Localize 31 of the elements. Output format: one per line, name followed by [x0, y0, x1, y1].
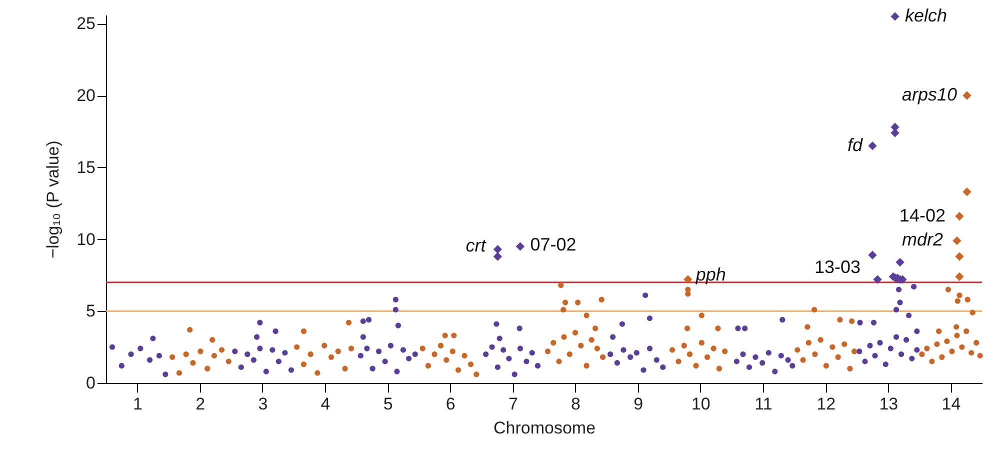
x-tick-label: 13	[879, 394, 898, 414]
annotation: arps10	[902, 84, 957, 104]
x-tick-label: 12	[816, 394, 836, 414]
x-tick-label: 14	[942, 394, 961, 414]
x-tick-label: 4	[320, 394, 330, 414]
x-tick-label: 5	[383, 394, 393, 414]
x-tick-label: 11	[754, 394, 772, 414]
y-tick-label: 20	[76, 86, 96, 105]
y-tick-label: 0	[86, 374, 96, 392]
annotation: crt	[466, 235, 487, 256]
y-tick-label: 5	[86, 302, 96, 321]
annotation: kelch	[905, 5, 948, 26]
y-tick-label: 25	[76, 14, 96, 34]
x-axis-title: Chromosome	[493, 418, 596, 438]
y-tick-label: 15	[76, 158, 96, 177]
x-tick-label: 1	[133, 394, 143, 414]
annotation: mdr2	[902, 230, 943, 250]
x-tick-label: 2	[196, 394, 206, 414]
y-axis-title: −log₁₀ (P value)	[44, 140, 63, 258]
annotation: fd	[847, 134, 864, 155]
x-tick-label: 8	[571, 394, 581, 414]
annotation: 14-02	[899, 205, 946, 226]
x-tick-label: 10	[691, 394, 710, 414]
annotation: 07-02	[530, 234, 576, 254]
annotation: pph	[694, 264, 726, 284]
y-tick-label: 10	[76, 230, 96, 249]
x-tick-label: 3	[258, 394, 268, 414]
x-tick-label: 7	[508, 394, 518, 414]
x-tick-label: 9	[634, 394, 644, 414]
x-tick-label: 6	[446, 394, 456, 414]
annotation: 13-03	[814, 257, 860, 278]
